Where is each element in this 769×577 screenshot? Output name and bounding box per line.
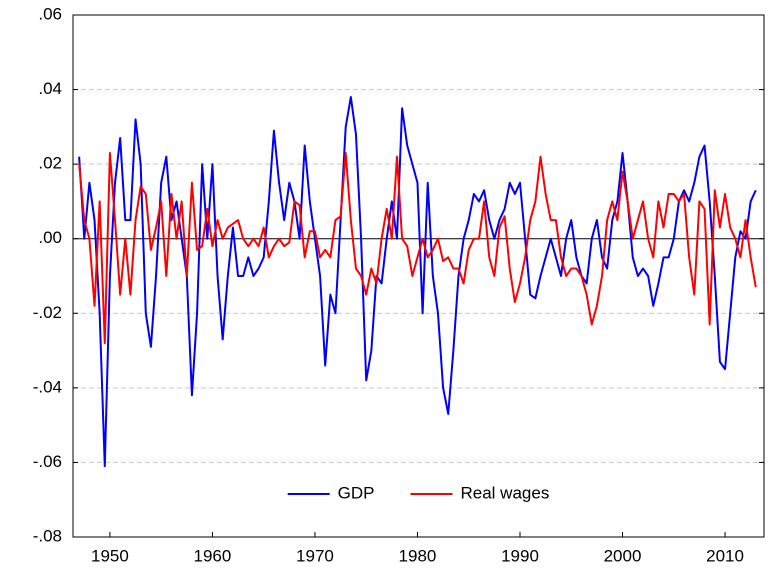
y-tick-label: .06 bbox=[38, 4, 62, 23]
x-tick-label: 1950 bbox=[91, 546, 129, 565]
x-tick-label: 1960 bbox=[194, 546, 232, 565]
y-tick-label: .00 bbox=[38, 228, 62, 247]
legend-label: Real wages bbox=[461, 483, 550, 502]
y-tick-label: -.04 bbox=[33, 377, 62, 396]
x-tick-label: 2000 bbox=[604, 546, 642, 565]
line-series bbox=[78, 151, 757, 345]
x-tick-label: 1990 bbox=[501, 546, 539, 565]
line-series bbox=[78, 96, 757, 468]
x-tick-label: 1980 bbox=[399, 546, 437, 565]
y-tick-label: -.06 bbox=[33, 452, 62, 471]
x-tick-label: 1970 bbox=[296, 546, 334, 565]
y-tick-label: -.02 bbox=[33, 303, 62, 322]
plot-frame bbox=[72, 14, 765, 538]
x-tick-label: 2010 bbox=[706, 546, 744, 565]
y-tick-label: .04 bbox=[38, 79, 62, 98]
y-tick-label: -.08 bbox=[33, 526, 62, 545]
legend-label: GDP bbox=[338, 483, 375, 502]
y-tick-label: .02 bbox=[38, 154, 62, 173]
